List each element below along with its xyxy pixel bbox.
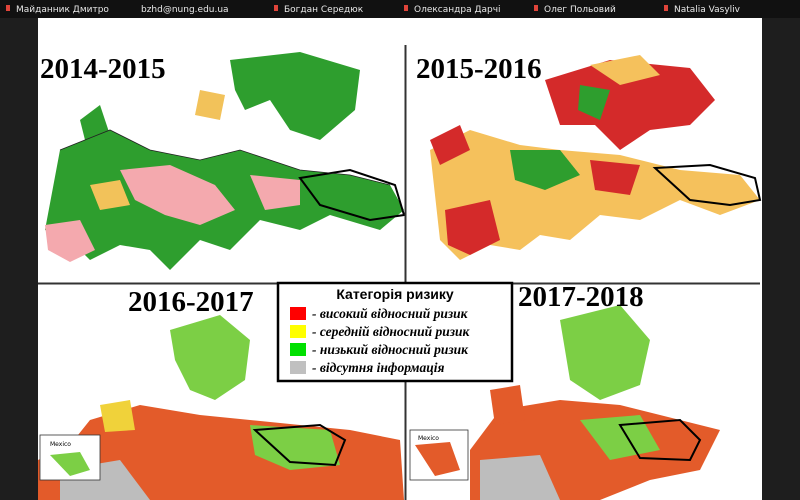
panel-year: 2016-2017 [128, 286, 254, 318]
map-region [560, 305, 650, 400]
map-region [250, 175, 300, 210]
map-region [415, 442, 460, 476]
legend-title: Категорія ризику [336, 286, 454, 302]
map-region [445, 200, 500, 255]
map-region [590, 55, 660, 85]
legend-item: - відсутня інформація [312, 360, 445, 375]
participant-name: Богдан Середюк [284, 5, 364, 15]
panel-year: 2015-2016 [416, 53, 542, 85]
ukraine-border [252, 423, 347, 467]
mic-off-icon [274, 5, 278, 11]
map-region [480, 455, 560, 500]
map-region [545, 60, 715, 150]
mic-off-icon [664, 5, 668, 11]
legend-swatch [290, 325, 306, 338]
participant-name: Олександра Дарчі [414, 5, 501, 15]
mic-off-icon [404, 5, 408, 11]
map-region [490, 385, 525, 425]
map-region [578, 85, 610, 120]
mic-off-icon [534, 5, 538, 11]
ukraine-border [652, 163, 762, 207]
ukraine-border [618, 418, 702, 462]
map-region [80, 105, 110, 140]
legend-item: - низький відносний ризик [312, 342, 469, 357]
ukraine-border [298, 168, 406, 222]
legend-swatch [290, 307, 306, 320]
inset-label: Mexico [418, 435, 439, 442]
mic-off-icon [6, 5, 10, 11]
participant-name: Майданник Дмитро [16, 5, 109, 15]
map-region [90, 180, 130, 210]
legend-swatch [290, 343, 306, 356]
map-region [195, 90, 225, 120]
map-region [430, 125, 470, 165]
legend-box [276, 281, 514, 383]
panel-year: 2014-2015 [40, 53, 166, 85]
map-region [580, 415, 660, 460]
participants-bar [0, 0, 800, 18]
map-panel: 2014-2015 [38, 45, 406, 283]
map-region [50, 452, 90, 476]
inset-label: Mexico [50, 441, 71, 448]
map-region [510, 150, 580, 190]
panel-year: 2017-2018 [518, 281, 644, 313]
map-region [100, 400, 135, 432]
participant-name: bzhd@nung.edu.ua [141, 5, 229, 15]
legend-swatch [290, 361, 306, 374]
legend: Категорія ризику - високий відносний риз… [276, 281, 514, 383]
map-region [250, 425, 340, 470]
coastline [59, 129, 391, 186]
participant-name: Natalia Vasyliv [674, 5, 741, 15]
legend-item: - середній відносний ризик [312, 324, 471, 339]
map-region [230, 52, 360, 140]
map-region [120, 165, 235, 225]
map-region [170, 315, 250, 400]
participant-name: Олег Польовий [544, 5, 616, 15]
legend-item: - високий відносний ризик [312, 306, 469, 321]
map-region [590, 160, 640, 195]
map-panel: 2015-2016 [407, 45, 762, 283]
participant-list: Майданник Дмитро bzhd@nung.edu.ua Богдан… [6, 5, 741, 15]
map-region [45, 220, 95, 262]
